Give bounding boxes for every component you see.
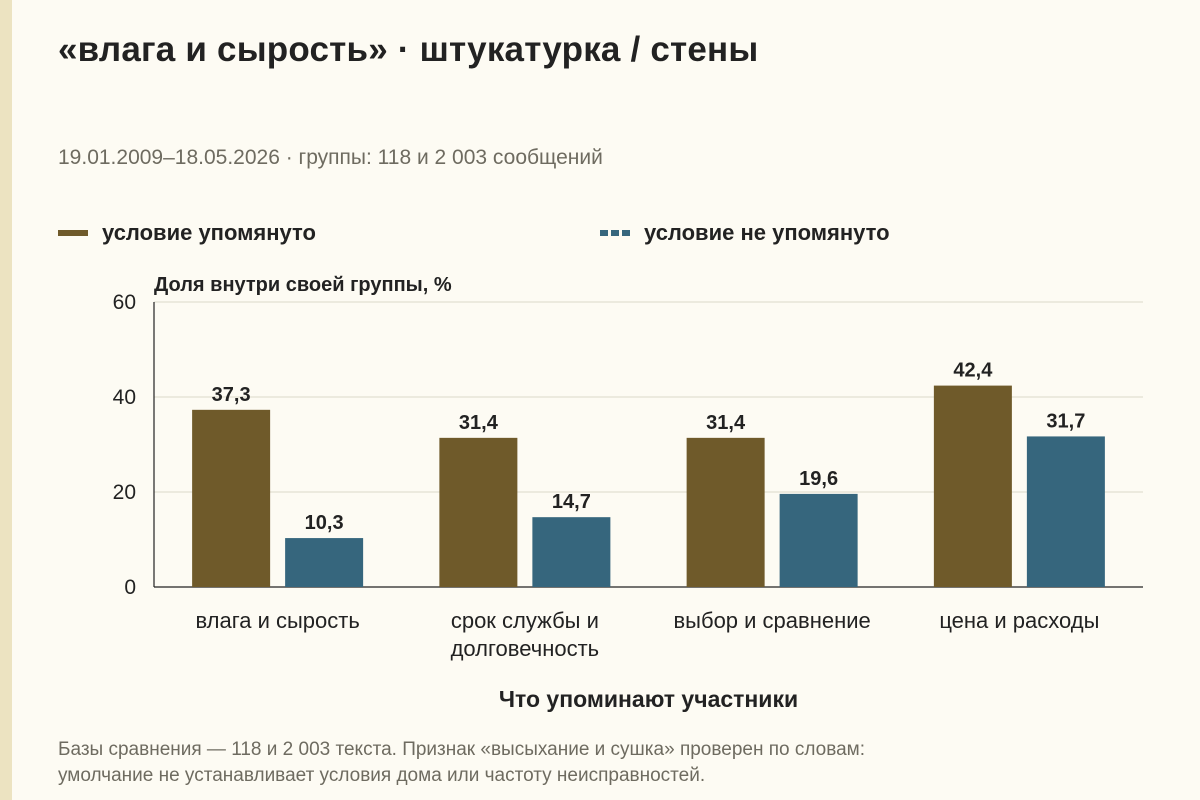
bar	[779, 493, 858, 587]
legend-swatch-mentioned	[58, 230, 88, 236]
bar	[1026, 436, 1105, 587]
y-axis-title: Доля внутри своей группы, %	[154, 274, 452, 296]
footnote-line-1: Базы сравнения — 118 и 2 003 текста. При…	[58, 739, 866, 760]
bar-value-label: 31,4	[706, 412, 746, 434]
legend-swatch-not-mentioned	[600, 230, 630, 236]
bar-value-label: 42,4	[953, 360, 993, 382]
bar-value-label: 14,7	[552, 491, 591, 513]
bar	[532, 517, 611, 587]
x-category-label: влага и сырость	[195, 608, 359, 633]
y-tick-label: 60	[113, 291, 136, 314]
x-category-label: цена и расходы	[939, 608, 1099, 633]
y-tick-label: 0	[124, 576, 136, 599]
legend-label-mentioned: условие упомянуто	[102, 220, 316, 245]
chart-subtitle: 19.01.2009–18.05.2026 · группы: 118 и 2 …	[58, 146, 603, 169]
left-accent-stripe	[0, 0, 12, 800]
legend-item-not-mentioned: условие не упомянуто	[600, 220, 890, 246]
chart-title: «влага и сырость» · штукатурка / стены	[58, 30, 759, 69]
bar-value-label: 31,7	[1046, 410, 1085, 432]
bar	[439, 437, 518, 587]
x-category-label: срок службы и	[451, 608, 599, 633]
bar-value-label: 31,4	[459, 412, 499, 434]
legend-item-mentioned: условие упомянуто	[58, 220, 316, 246]
x-axis-title: Что упоминают участники	[499, 686, 798, 712]
legend-label-not-mentioned: условие не упомянуто	[644, 220, 890, 245]
footnote: Базы сравнения — 118 и 2 003 текста. При…	[58, 737, 1158, 789]
bar	[933, 385, 1012, 587]
bar	[686, 437, 765, 587]
bar-value-label: 19,6	[799, 468, 838, 490]
x-category-label: выбор и сравнение	[673, 608, 870, 633]
bar-value-label: 10,3	[305, 512, 344, 534]
footnote-line-2: умолчание не устанавливает условия дома …	[58, 765, 706, 786]
bar	[192, 409, 271, 587]
y-tick-label: 20	[113, 481, 136, 504]
x-category-label: долговечность	[451, 636, 600, 661]
bar	[285, 538, 364, 587]
bar-value-label: 37,3	[212, 384, 251, 406]
y-tick-label: 40	[113, 386, 136, 409]
